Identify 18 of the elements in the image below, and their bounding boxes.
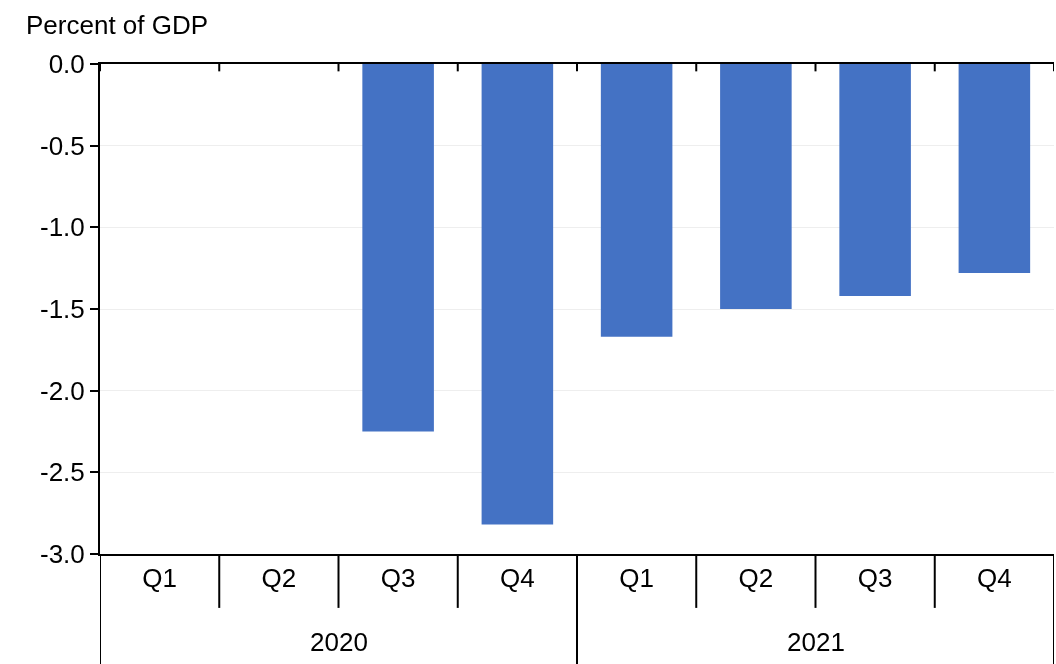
- y-tick-label: 0.0: [48, 49, 85, 80]
- x-tick-label: Q3: [380, 563, 416, 594]
- x-tick-label: Q1: [142, 563, 177, 594]
- y-tick-label: -1.5: [39, 294, 85, 325]
- x-tick-label: Q1: [619, 563, 654, 594]
- y-tick-label: -3.0: [39, 539, 85, 570]
- y-tick-label: -2.0: [39, 375, 85, 406]
- y-tick-label: -0.5: [39, 130, 85, 161]
- text: 2020: [310, 627, 368, 657]
- x-tick-label: Q3: [857, 563, 893, 594]
- text: 2021: [787, 627, 845, 657]
- y-tick-label: -2.5: [39, 457, 85, 488]
- x-tick-label: Q4: [977, 563, 1012, 594]
- x-tick-label: Q4: [500, 563, 535, 594]
- y-tick-label: -1.0: [39, 212, 85, 243]
- y-axis-title: Percent of GDP: [26, 10, 209, 40]
- x-tick-label: Q2: [738, 563, 774, 594]
- x-tick-label: Q2: [261, 563, 297, 594]
